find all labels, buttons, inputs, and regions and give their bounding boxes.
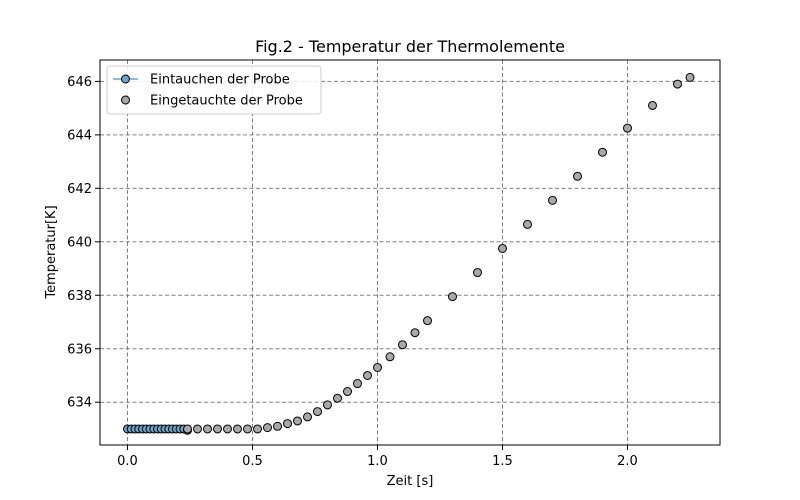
legend-label: Eingetauchte der Probe [150, 94, 303, 109]
x-tick-label: 2.0 [617, 454, 638, 469]
data-point [233, 424, 242, 434]
y-axis-label: Temperatur[K] [44, 205, 59, 299]
y-ticks: 634 636 638 640 642 644 646 [67, 75, 100, 411]
legend-label: Eintauchen der Probe [150, 73, 290, 88]
data-point [273, 421, 282, 431]
y-tick-label: 642 [67, 182, 92, 197]
legend-marker [121, 74, 130, 84]
data-point [323, 400, 332, 410]
data-point [523, 219, 532, 229]
plot-frame [99, 59, 721, 446]
x-ticks: 0.0 0.5 1.0 1.5 2.0 [117, 445, 638, 469]
data-point [283, 419, 292, 429]
data-point [343, 387, 352, 397]
data-point [333, 393, 342, 403]
legend-item: Eingetauchte der Probe [121, 94, 303, 109]
data-point [498, 243, 507, 253]
data-point [685, 72, 695, 82]
data-point [293, 416, 302, 426]
legend-marker [121, 95, 130, 105]
data-point [243, 424, 252, 434]
legend-box [106, 65, 322, 115]
data-point [448, 292, 457, 302]
y-tick-label: 644 [67, 128, 92, 143]
data-point [423, 316, 432, 326]
data-point [473, 268, 482, 278]
x-tick-label: 0.0 [117, 454, 138, 469]
data-point [573, 171, 582, 181]
y-tick-label: 636 [67, 342, 92, 357]
legend: Eintauchen der Probe Eingetauchte der Pro… [106, 65, 322, 115]
data-point [673, 79, 682, 89]
data-point [313, 407, 322, 417]
data-point [648, 100, 657, 110]
y-tick-label: 646 [67, 75, 92, 90]
data-point [303, 412, 312, 422]
data-point [263, 423, 272, 433]
data-point [385, 352, 395, 362]
data-point [363, 370, 372, 380]
data-point [203, 424, 212, 434]
y-tick-label: 638 [67, 289, 92, 304]
series-layer [123, 72, 695, 435]
data-point [353, 379, 362, 389]
y-tick-label: 634 [67, 396, 92, 411]
x-tick-label: 1.0 [367, 454, 388, 469]
chart-title: Fig.2 - Temperatur der Thermolemente [255, 37, 565, 56]
data-point [398, 340, 407, 350]
data-point [623, 123, 632, 133]
data-point [183, 424, 192, 434]
series-2 [183, 72, 695, 434]
data-point [548, 195, 557, 205]
data-point [410, 328, 420, 338]
data-point [253, 424, 262, 434]
y-tick-label: 640 [67, 235, 92, 250]
data-point [223, 424, 232, 434]
data-point [193, 424, 202, 434]
data-point [373, 362, 382, 372]
series-1 [123, 424, 192, 435]
data-point [213, 424, 222, 434]
x-tick-label: 0.5 [242, 454, 263, 469]
data-point [598, 147, 607, 157]
legend-item: Eintauchen der Probe [113, 73, 290, 88]
x-axis-label: Zeit [s] [387, 474, 434, 489]
x-tick-label: 1.5 [492, 454, 513, 469]
